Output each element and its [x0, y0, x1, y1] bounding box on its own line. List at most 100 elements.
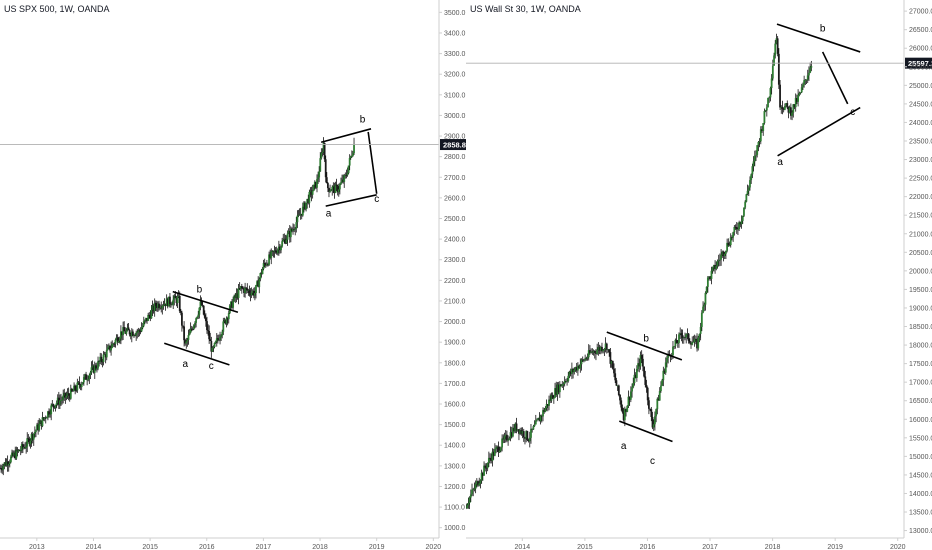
candle-body [739, 222, 742, 225]
trendline[interactable] [325, 194, 377, 207]
candle-body [767, 97, 769, 108]
y-tick-label: 15500.0 [909, 435, 932, 442]
candle-body [538, 417, 541, 422]
trendline[interactable] [821, 51, 849, 105]
candle-body [32, 433, 35, 440]
candle-body [42, 417, 45, 419]
candle-body [341, 179, 343, 183]
y-tick-label: 2300.0 [444, 257, 466, 264]
trendline[interactable] [606, 331, 683, 361]
candle-body [544, 407, 547, 412]
candle-body [89, 372, 92, 375]
candle-body [652, 424, 655, 428]
candle-body [584, 358, 587, 361]
candle-body [281, 241, 284, 247]
candle-body [165, 298, 168, 306]
candle-body [637, 363, 639, 369]
trendline[interactable] [776, 23, 861, 53]
candle-body [691, 342, 694, 345]
y-tick-label: 3200.0 [444, 72, 466, 79]
trendline[interactable] [619, 420, 673, 443]
candle-body [218, 339, 220, 341]
candle-body [692, 341, 695, 343]
spx500-chart[interactable]: US SPX 500, 1W, OANDA a b c a b c 2858.8 2013… [0, 0, 466, 550]
trendline[interactable] [172, 290, 239, 314]
candle-body [162, 305, 165, 307]
candle-body [267, 263, 269, 265]
y-tick-label: 19500.0 [909, 287, 932, 294]
spx500-chart-panel[interactable]: US SPX 500, 1W, OANDA a b c a b c 2858.8 2013… [0, 0, 466, 550]
candle-body [17, 449, 20, 452]
candle-body [20, 444, 23, 451]
candle-body [325, 177, 328, 184]
candle-body [656, 398, 659, 410]
candle-body [328, 188, 330, 192]
candle-body [657, 398, 660, 401]
last-price-badge [440, 139, 466, 151]
y-tick-label: 13000.0 [909, 528, 932, 535]
candle-body [709, 276, 712, 279]
wave-annotations: a b c a b c [606, 23, 861, 467]
candle-body [176, 296, 179, 304]
candle-body [694, 338, 697, 340]
candle-body [649, 408, 652, 410]
candle-body [93, 365, 96, 373]
candle-body [212, 346, 215, 348]
candle-body [286, 233, 289, 240]
candle-body [640, 355, 643, 359]
candle-body [242, 288, 244, 289]
candle-body [526, 431, 529, 440]
candle-body [337, 189, 340, 193]
candle-body [116, 337, 119, 343]
candle-body [473, 488, 476, 490]
y-axis[interactable]: 3500.0 3400.0 3300.0 3200.0 3100.0 3000.0 2900… [438, 0, 466, 538]
candle-body [521, 431, 524, 434]
candle-body [44, 417, 47, 419]
trendline[interactable] [777, 106, 861, 157]
candle-body [513, 427, 516, 432]
candle-body [718, 259, 721, 261]
y-tick-label: 25000.0 [909, 83, 932, 90]
candle-body [226, 318, 229, 320]
candle-body [536, 419, 538, 421]
candle-body [704, 292, 707, 305]
candle-body [271, 250, 274, 252]
trendline[interactable] [320, 128, 372, 144]
candle-body [723, 253, 726, 257]
y-tick-label: 19000.0 [909, 305, 932, 312]
candle-body [783, 106, 786, 110]
candle-body [316, 179, 318, 188]
candle-body [501, 438, 503, 448]
candle-body [791, 112, 793, 116]
candle-body [603, 348, 606, 351]
y-axis[interactable]: 27000.0 26500.0 26000.0 25500.0 25000.0 24500… [903, 0, 932, 538]
candle-body [313, 181, 316, 185]
candle-body [15, 449, 18, 459]
trendline[interactable] [367, 131, 378, 194]
candle-body [113, 343, 116, 345]
candle-body [556, 384, 559, 395]
candle-body [732, 232, 735, 238]
candle-body [300, 213, 303, 216]
candle-body [614, 373, 617, 381]
candle-body [47, 411, 49, 418]
candle-body [512, 427, 514, 437]
candle-body [38, 423, 41, 431]
candle-body [617, 385, 620, 395]
y-tick-label: 1000.0 [444, 525, 466, 532]
candle-body [239, 286, 242, 289]
candle-body [263, 263, 266, 264]
candle-body [507, 439, 510, 441]
candle-body [604, 343, 607, 349]
trendline[interactable] [164, 342, 230, 366]
wave-label-c: c [850, 107, 855, 118]
candle-body [332, 185, 335, 187]
candle-body [82, 377, 85, 383]
candle-body [61, 399, 63, 401]
candle-body [558, 384, 561, 393]
candle-body [125, 330, 128, 334]
candle-body [615, 380, 618, 386]
candle-body [145, 318, 147, 321]
